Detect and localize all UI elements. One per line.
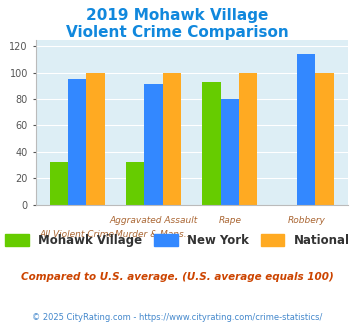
Text: Compared to U.S. average. (U.S. average equals 100): Compared to U.S. average. (U.S. average … (21, 272, 334, 282)
Bar (163, 73, 181, 205)
Bar (297, 54, 315, 205)
Bar (50, 162, 68, 205)
Text: © 2025 CityRating.com - https://www.cityrating.com/crime-statistics/: © 2025 CityRating.com - https://www.city… (32, 314, 323, 322)
Bar (86, 73, 105, 205)
Bar (239, 73, 257, 205)
Bar (315, 73, 334, 205)
Bar (144, 84, 163, 205)
Text: All Violent Crime: All Violent Crime (40, 230, 115, 239)
Text: Robbery: Robbery (287, 216, 325, 225)
Text: 2019 Mohawk Village: 2019 Mohawk Village (86, 8, 269, 23)
Text: Violent Crime Comparison: Violent Crime Comparison (66, 25, 289, 40)
Bar (202, 82, 221, 205)
Bar (68, 79, 86, 205)
Bar (126, 162, 144, 205)
Bar (221, 99, 239, 205)
Legend: Mohawk Village, New York, National: Mohawk Village, New York, National (0, 230, 355, 252)
Text: Rape: Rape (218, 216, 241, 225)
Text: Aggravated Assault: Aggravated Assault (109, 216, 198, 225)
Text: Murder & Mans...: Murder & Mans... (115, 230, 192, 239)
